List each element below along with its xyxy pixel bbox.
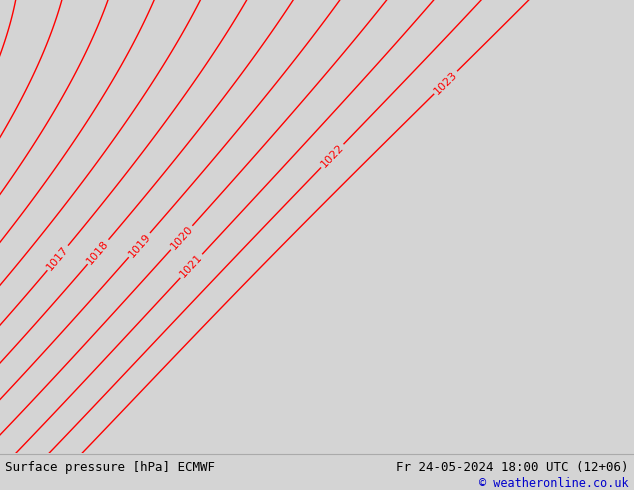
Text: Surface pressure [hPa] ECMWF: Surface pressure [hPa] ECMWF: [5, 461, 215, 474]
Text: 1021: 1021: [178, 252, 205, 280]
Text: 1020: 1020: [169, 224, 195, 251]
Text: 1022: 1022: [319, 142, 346, 170]
Text: 1018: 1018: [85, 238, 111, 266]
Text: 1019: 1019: [126, 231, 152, 259]
Text: Fr 24-05-2024 18:00 UTC (12+06): Fr 24-05-2024 18:00 UTC (12+06): [396, 461, 629, 474]
Text: 1017: 1017: [45, 244, 70, 272]
Text: © weatheronline.co.uk: © weatheronline.co.uk: [479, 477, 629, 490]
Text: 1023: 1023: [432, 69, 459, 96]
